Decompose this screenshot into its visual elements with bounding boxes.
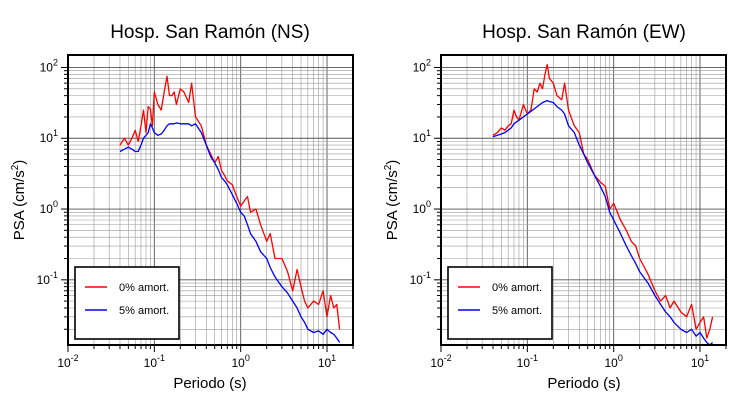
y-tick-label: 102 xyxy=(40,57,58,74)
y-axis-label: PSA (cm/s2) xyxy=(10,160,28,241)
legend-label: 0% amort. xyxy=(119,282,169,294)
legend: 0% amort. 5% amort. xyxy=(74,266,180,340)
axes-ticks: 10-2 10-1 100 101 10-1 100 101 102 xyxy=(410,57,727,370)
x-axis-label: Periodo (s) xyxy=(173,375,246,392)
x-tick-label: 100 xyxy=(604,353,622,370)
series-group xyxy=(119,75,341,343)
y-tick-label: 102 xyxy=(413,57,431,74)
x-tick-label: 10-2 xyxy=(57,353,78,370)
legend-label: 5% amort. xyxy=(492,305,542,317)
series-group xyxy=(492,63,714,346)
x-tick-label: 10-2 xyxy=(430,353,451,370)
chart-title: Hosp. San Ramón (NS) xyxy=(110,22,310,43)
plot-frame xyxy=(67,54,354,346)
legend-box xyxy=(447,266,553,340)
grid xyxy=(67,55,354,345)
axes-ticks: 10-2 10-1 100 101 10-1 100 101 102 xyxy=(37,57,354,370)
y-tick-label: 10-1 xyxy=(410,270,431,287)
plot-frame xyxy=(440,54,727,346)
legend-box xyxy=(74,266,180,340)
y-tick-label: 10-1 xyxy=(37,270,58,287)
series-line-blue xyxy=(492,99,714,346)
legend: 0% amort. 5% amort. xyxy=(447,266,553,340)
chart-panel-2: 10-2 10-1 100 101 10-1 100 101 102 Hosp. San Ram… xyxy=(383,22,727,392)
x-tick-label: 100 xyxy=(231,353,249,370)
x-tick-label: 101 xyxy=(691,353,709,370)
legend-label: 0% amort. xyxy=(492,282,542,294)
x-axis-label: Periodo (s) xyxy=(547,375,620,392)
x-tick-label: 101 xyxy=(318,353,336,370)
series-line-red xyxy=(119,75,341,330)
y-tick-label: 100 xyxy=(40,199,58,216)
legend-label: 5% amort. xyxy=(119,305,169,317)
y-axis-label: PSA (cm/s2) xyxy=(383,160,401,241)
chart-title: Hosp. San Ramón (EW) xyxy=(482,22,686,43)
x-tick-label: 10-1 xyxy=(144,353,165,370)
y-tick-label: 101 xyxy=(413,128,431,145)
series-line-blue xyxy=(119,122,341,343)
y-tick-label: 101 xyxy=(40,128,58,145)
chart-panel-1: 10-2 10-1 100 101 10-1 100 101 102 Hosp. San Ram… xyxy=(10,22,354,392)
x-tick-label: 10-1 xyxy=(517,353,538,370)
y-tick-label: 100 xyxy=(413,199,431,216)
